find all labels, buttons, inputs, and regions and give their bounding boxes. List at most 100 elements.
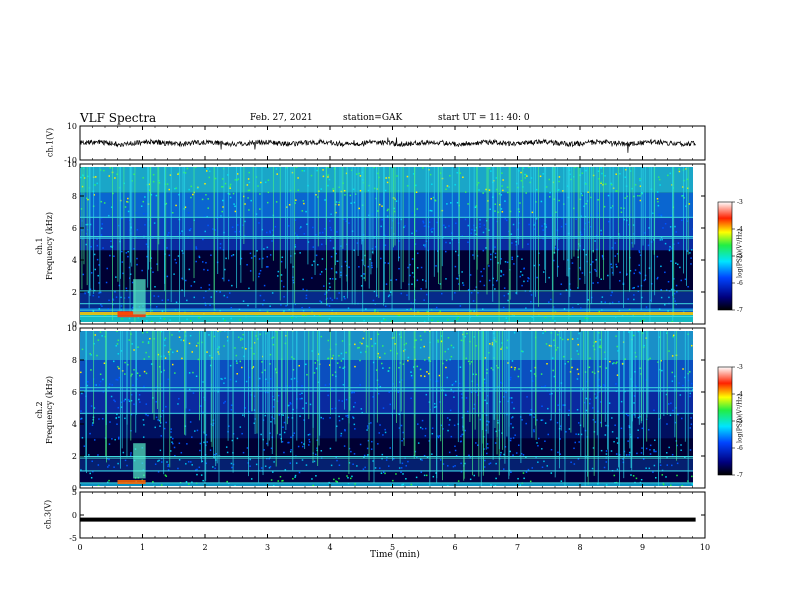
- y-tick-label: -10: [64, 156, 77, 165]
- speckle: [161, 461, 163, 463]
- speckle: [544, 440, 546, 442]
- sferic: [493, 167, 495, 253]
- speckle: [225, 446, 228, 448]
- speckle: [179, 232, 181, 235]
- speckle: [268, 167, 271, 168]
- speckle: [186, 443, 188, 445]
- speckle: [127, 210, 130, 213]
- speckle: [531, 316, 534, 318]
- speckle: [533, 430, 535, 433]
- speckle: [116, 343, 119, 345]
- speckle: [407, 359, 409, 362]
- sferic: [119, 331, 121, 469]
- speckle: [600, 229, 602, 232]
- speckle: [316, 169, 318, 172]
- speckle: [212, 424, 214, 427]
- speckle: [320, 188, 323, 190]
- speckle: [451, 384, 454, 386]
- speckle: [120, 350, 123, 352]
- sferic: [603, 167, 605, 280]
- speckle: [239, 319, 241, 321]
- speckle: [641, 192, 643, 195]
- speckle: [580, 433, 583, 436]
- speckle: [113, 399, 115, 401]
- speckle: [486, 368, 488, 371]
- speckle: [395, 278, 398, 281]
- speckle: [609, 360, 611, 363]
- sferic: [638, 331, 640, 425]
- speckle: [552, 369, 554, 372]
- speckle: [523, 280, 525, 283]
- y-tick-label: 6: [72, 224, 77, 233]
- speckle: [426, 456, 429, 459]
- speckle: [352, 416, 354, 418]
- speckle: [234, 179, 237, 181]
- speckle: [431, 453, 433, 455]
- speckle: [456, 171, 459, 174]
- speckle: [416, 279, 419, 282]
- speckle: [131, 343, 133, 345]
- speckle: [389, 403, 391, 406]
- speckle: [354, 365, 356, 368]
- speckle: [387, 370, 390, 372]
- speckle: [661, 474, 664, 476]
- speckle: [447, 485, 449, 486]
- speckle: [692, 228, 693, 230]
- speckle: [615, 335, 617, 337]
- speckle: [84, 292, 86, 295]
- speckle: [103, 169, 105, 172]
- speckle: [432, 196, 435, 199]
- speckle: [138, 398, 140, 401]
- speckle: [94, 384, 96, 386]
- speckle: [597, 483, 599, 485]
- speckle: [99, 291, 102, 294]
- speckle: [538, 264, 540, 266]
- speckle: [635, 477, 638, 480]
- speckle: [207, 269, 209, 271]
- speckle: [525, 173, 527, 176]
- sferic: [552, 167, 554, 251]
- speckle: [363, 319, 365, 322]
- speckle: [507, 299, 509, 302]
- speckle: [637, 331, 640, 333]
- speckle: [123, 297, 126, 299]
- speckle: [473, 403, 476, 406]
- speckle: [305, 297, 308, 300]
- speckle: [671, 247, 673, 249]
- speckle: [231, 439, 234, 442]
- speckle: [161, 310, 164, 312]
- speckle: [431, 227, 433, 230]
- speckle: [661, 238, 663, 241]
- speckle: [121, 250, 123, 253]
- speckle: [367, 265, 370, 268]
- speckle: [421, 419, 424, 422]
- speckle: [338, 419, 341, 422]
- speckle: [675, 284, 678, 287]
- speckle: [692, 474, 693, 476]
- sferic: [612, 167, 614, 276]
- speckle: [668, 350, 670, 352]
- tonal-line: [80, 482, 693, 484]
- ch2-spectrogram: [80, 331, 693, 486]
- speckle: [81, 237, 84, 240]
- sferic: [577, 167, 579, 287]
- speckle: [230, 317, 232, 320]
- sferic: [687, 167, 689, 255]
- speckle: [690, 257, 692, 259]
- sferic: [617, 167, 619, 263]
- frequency-band: [80, 239, 693, 251]
- speckle: [611, 291, 613, 294]
- speckle: [553, 375, 556, 378]
- speckle: [454, 265, 457, 268]
- speckle: [80, 417, 83, 420]
- speckle: [442, 389, 445, 392]
- speckle: [401, 440, 403, 442]
- speckle: [485, 188, 487, 191]
- sferic: [494, 331, 496, 429]
- frequency-band: [80, 459, 693, 472]
- sferic: [604, 331, 606, 422]
- speckle: [98, 418, 100, 420]
- speckle: [507, 293, 510, 295]
- speckle: [401, 484, 403, 486]
- speckle: [360, 275, 363, 277]
